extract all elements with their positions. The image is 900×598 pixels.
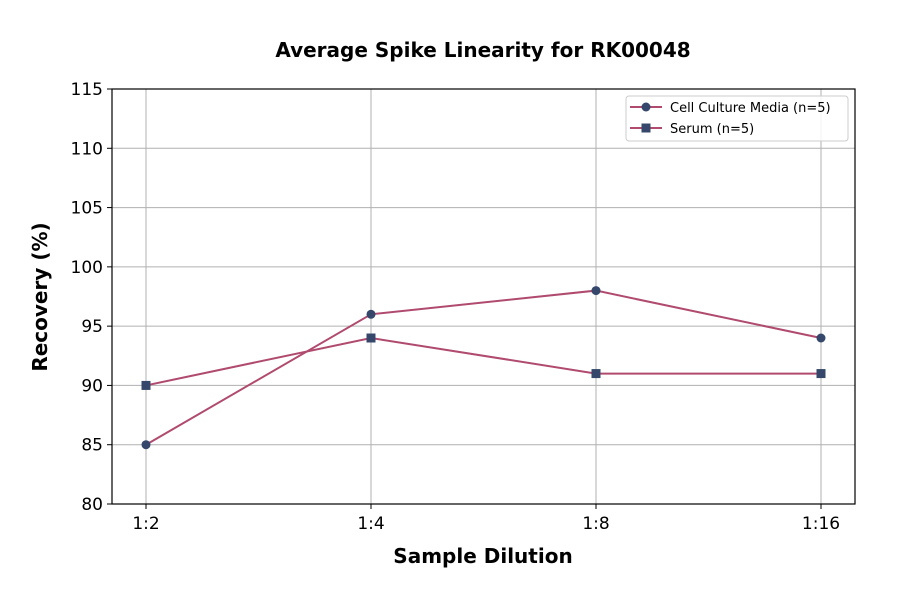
y-tick-label: 105 xyxy=(71,199,103,219)
x-axis-label: Sample Dilution xyxy=(393,544,572,568)
y-tick-label: 100 xyxy=(71,258,103,278)
y-tick-label: 90 xyxy=(81,376,103,396)
data-point xyxy=(366,333,376,343)
data-point xyxy=(591,286,601,296)
data-point xyxy=(141,380,151,390)
y-tick-label: 85 xyxy=(81,436,103,456)
y-tick-label: 95 xyxy=(81,317,103,337)
series-line xyxy=(145,336,821,387)
data-point xyxy=(366,309,376,319)
legend-label: Cell Culture Media (n=5) xyxy=(670,101,831,116)
legend: Cell Culture Media (n=5) Serum (n=5) xyxy=(625,95,849,142)
x-tick-label: 1:2 xyxy=(132,514,159,534)
y-tick-label: 80 xyxy=(81,495,103,515)
data-point xyxy=(591,369,601,379)
y-tick-label: 115 xyxy=(71,80,103,100)
legend-box xyxy=(625,95,849,142)
data-point xyxy=(816,333,826,343)
series-line xyxy=(145,289,822,446)
x-tick-label: 1:4 xyxy=(357,514,384,534)
plot-frame xyxy=(111,88,856,505)
data-point xyxy=(816,369,826,379)
chart-title: Average Spike Linearity for RK00048 xyxy=(275,38,690,62)
x-tick-label: 1:8 xyxy=(582,514,609,534)
y-tick-label: 110 xyxy=(71,139,103,159)
data-point xyxy=(141,440,151,450)
x-tick-label: 1:16 xyxy=(802,514,840,534)
legend-label: Serum (n=5) xyxy=(670,122,754,137)
legend-marker xyxy=(641,102,651,112)
legend-marker xyxy=(641,123,651,133)
y-axis-label: Recovery (%) xyxy=(28,222,52,371)
